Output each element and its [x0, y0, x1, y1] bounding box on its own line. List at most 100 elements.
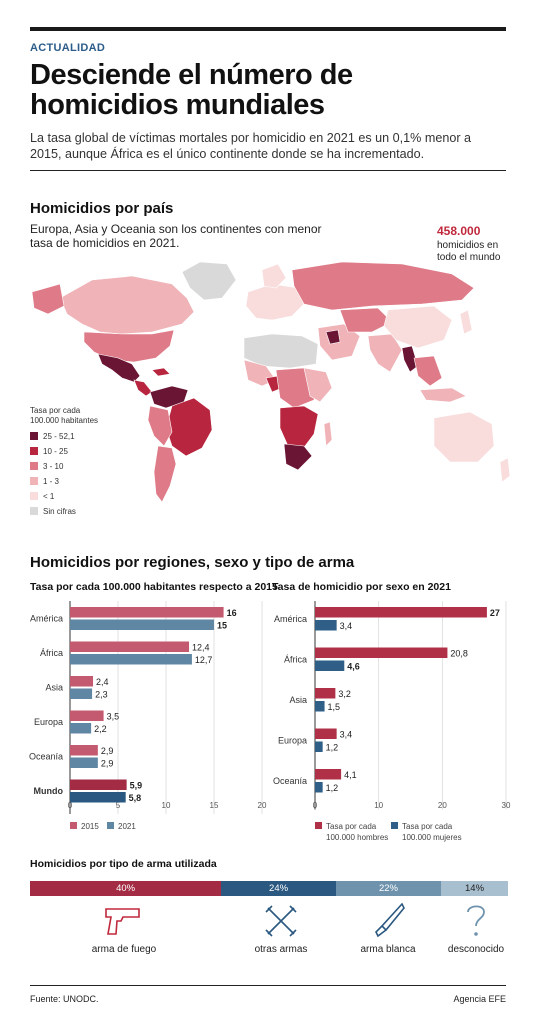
world-map — [31, 261, 511, 503]
map-madagascar — [323, 421, 333, 447]
x-tick-label: 5 — [116, 801, 121, 810]
map-legend-item: 10 - 25 — [30, 445, 100, 457]
legend-label: 25 - 52,1 — [43, 431, 75, 441]
data-label: 5,9 — [130, 781, 143, 791]
bar — [315, 728, 337, 739]
legend-label: < 1 — [43, 491, 55, 501]
question-mark-icon — [467, 905, 485, 936]
weapon-label-unknown: desconocido — [447, 944, 505, 955]
weapon-segment-blade: 22% — [335, 881, 442, 896]
legend-label: Tasa por cada — [326, 822, 377, 831]
header-divider — [30, 170, 506, 171]
map-central-america — [133, 379, 153, 397]
map-myanmar — [401, 345, 419, 373]
category-label: América — [30, 614, 63, 624]
map-russia — [291, 261, 475, 311]
bar — [70, 757, 98, 768]
map-usa — [83, 329, 175, 363]
map-legend-item: < 1 — [30, 490, 100, 502]
total-homicides-value: 458.000 — [437, 224, 481, 238]
regions-section-title: Homicidios por regiones, sexo y tipo de … — [30, 554, 355, 571]
bar — [70, 619, 214, 630]
map-south-africa — [283, 443, 313, 471]
bar — [70, 676, 94, 687]
data-label: 2,3 — [95, 690, 108, 700]
bar — [315, 701, 325, 712]
legend-swatch — [30, 462, 38, 470]
bar — [315, 741, 323, 752]
x-tick-label: 0 — [68, 801, 73, 810]
legend-swatch — [30, 432, 38, 440]
bar — [315, 607, 487, 618]
legend-swatch — [30, 477, 38, 485]
data-label: 27 — [490, 608, 500, 618]
footer-divider — [30, 985, 506, 986]
data-label: 2,2 — [94, 724, 107, 734]
map-legend-item: 25 - 52,1 — [30, 430, 100, 442]
map-southern-africa — [279, 405, 319, 451]
bar — [315, 620, 337, 631]
bar — [70, 745, 98, 756]
data-label: 3,4 — [340, 730, 353, 740]
map-legend: Tasa por cada 100.000 habitantes 25 - 52… — [30, 406, 100, 520]
pistol-icon — [105, 908, 140, 935]
map-legend-title: Tasa por cada 100.000 habitantes — [30, 406, 99, 425]
legend-swatch — [107, 822, 114, 829]
map-east-africa — [303, 367, 333, 403]
page-subtitle: La tasa global de víctimas mortales por … — [30, 131, 472, 161]
category-label: Oceanía — [273, 776, 307, 786]
x-tick-label: 20 — [438, 801, 447, 810]
map-legend-item: Sin cifras — [30, 505, 100, 517]
x-tick-label: 10 — [162, 801, 171, 810]
map-alaska — [31, 283, 65, 315]
data-label: 4,6 — [347, 662, 360, 672]
map-japan — [459, 309, 473, 335]
data-label: 12,7 — [195, 655, 213, 665]
legend-swatch — [315, 822, 322, 829]
legend-label: 100.000 hombres — [326, 833, 388, 842]
map-mexico — [97, 353, 141, 383]
weapon-chart-title: Homicidios por tipo de arma utilizada — [30, 858, 217, 870]
chart1-title: Tasa por cada 100.000 habitantes respect… — [30, 581, 278, 593]
bar — [70, 723, 92, 734]
data-label: 2,9 — [101, 746, 114, 756]
weapon-label-blade: arma blanca — [360, 944, 416, 955]
legend-swatch — [30, 492, 38, 500]
data-label: 3,4 — [340, 621, 353, 631]
map-section-title: Homicidios por país — [30, 200, 174, 217]
legend-swatch — [30, 447, 38, 455]
data-label: 15 — [217, 621, 227, 631]
map-southeast-asia — [413, 355, 443, 387]
category-label: América — [274, 614, 307, 624]
bar — [70, 779, 127, 790]
top-rule — [30, 27, 506, 31]
data-label: 1,2 — [326, 743, 339, 753]
legend-label: 3 - 10 — [43, 461, 64, 471]
kicker: ACTUALIDAD — [30, 42, 106, 54]
legend-label: Tasa por cada — [402, 822, 453, 831]
map-scandinavia — [261, 263, 287, 289]
legend-label: 100.000 mujeres — [402, 833, 462, 842]
weapon-segment-unknown: 14% — [441, 881, 508, 896]
data-label: 4,1 — [344, 770, 357, 780]
map-legend-item: 1 - 3 — [30, 475, 100, 487]
x-tick-label: 15 — [210, 801, 219, 810]
data-label: 3,2 — [338, 689, 351, 699]
category-label: Asia — [45, 683, 63, 693]
map-southern-cone — [153, 445, 177, 503]
bar — [70, 688, 93, 699]
weapon-label-other: otras armas — [254, 944, 308, 955]
data-label: 16 — [227, 608, 237, 618]
bar — [70, 607, 224, 618]
map-iraq — [325, 329, 341, 345]
x-tick-label: 30 — [502, 801, 511, 810]
page-title: Desciende el número de homicidios mundia… — [30, 59, 353, 121]
bar — [70, 654, 192, 665]
data-label: 2,4 — [96, 677, 109, 687]
weapon-segment-firearm: 40% — [30, 881, 222, 896]
weapon-stacked-bar: 40% 24% 22% 14% — [30, 881, 508, 896]
category-label: Europa — [34, 717, 63, 727]
map-legend-item: 3 - 10 — [30, 460, 100, 472]
map-north-africa — [243, 333, 319, 369]
bar — [315, 688, 336, 699]
